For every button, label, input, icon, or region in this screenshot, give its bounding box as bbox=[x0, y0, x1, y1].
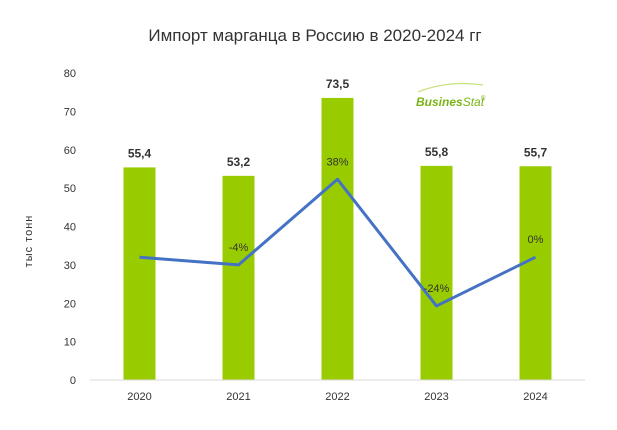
growth-label: -4% bbox=[229, 242, 249, 254]
growth-label: 0% bbox=[528, 234, 544, 246]
value-labels: 55,4 53,2 73,5 55,8 55,7 bbox=[128, 77, 548, 169]
y-tick-label: 50 bbox=[64, 183, 76, 195]
businesstat-logo: BusinesStat ® bbox=[416, 82, 486, 109]
x-tick-label: 2020 bbox=[127, 391, 151, 403]
bar bbox=[123, 167, 156, 380]
growth-line bbox=[139, 177, 537, 308]
bar bbox=[420, 165, 453, 380]
x-tick-label: 2022 bbox=[325, 391, 349, 403]
x-tick-label: 2024 bbox=[523, 391, 547, 403]
bar bbox=[222, 175, 255, 380]
data-label: 55,4 bbox=[128, 146, 152, 160]
y-axis-label: тыс тонн bbox=[23, 215, 35, 268]
x-tick-label: 2023 bbox=[424, 391, 448, 403]
growth-label: 38% bbox=[326, 156, 348, 168]
data-label: 73,5 bbox=[326, 77, 350, 91]
growth-line-series bbox=[139, 177, 537, 308]
chart-title: Импорт марганца в Россию в 2020-2024 гг bbox=[148, 26, 481, 45]
y-tick-label: 70 bbox=[64, 106, 76, 118]
y-axis-ticks: 0 10 20 30 40 50 60 70 80 bbox=[64, 68, 76, 387]
y-tick-label: 40 bbox=[64, 222, 76, 234]
y-tick-label: 20 bbox=[64, 298, 76, 310]
data-label: 53,2 bbox=[227, 155, 251, 169]
bar bbox=[519, 166, 552, 380]
svg-text:BusinesStat: BusinesStat bbox=[416, 95, 485, 109]
bar-series bbox=[123, 97, 552, 380]
y-tick-label: 80 bbox=[64, 68, 76, 80]
y-tick-label: 30 bbox=[64, 260, 76, 272]
y-tick-label: 10 bbox=[64, 337, 76, 349]
bar bbox=[321, 97, 354, 380]
x-tick-label: 2021 bbox=[226, 391, 250, 403]
data-label: 55,7 bbox=[524, 145, 548, 159]
data-label: 55,8 bbox=[425, 145, 449, 159]
y-tick-label: 0 bbox=[70, 375, 76, 387]
x-axis-ticks: 2020 2021 2022 2023 2024 bbox=[127, 391, 547, 403]
growth-labels: -4% 38% -24% 0% bbox=[229, 156, 544, 295]
y-tick-label: 60 bbox=[64, 145, 76, 157]
svg-text:®: ® bbox=[481, 95, 486, 102]
logo-swoosh-icon bbox=[417, 82, 484, 93]
growth-label: -24% bbox=[424, 283, 450, 295]
